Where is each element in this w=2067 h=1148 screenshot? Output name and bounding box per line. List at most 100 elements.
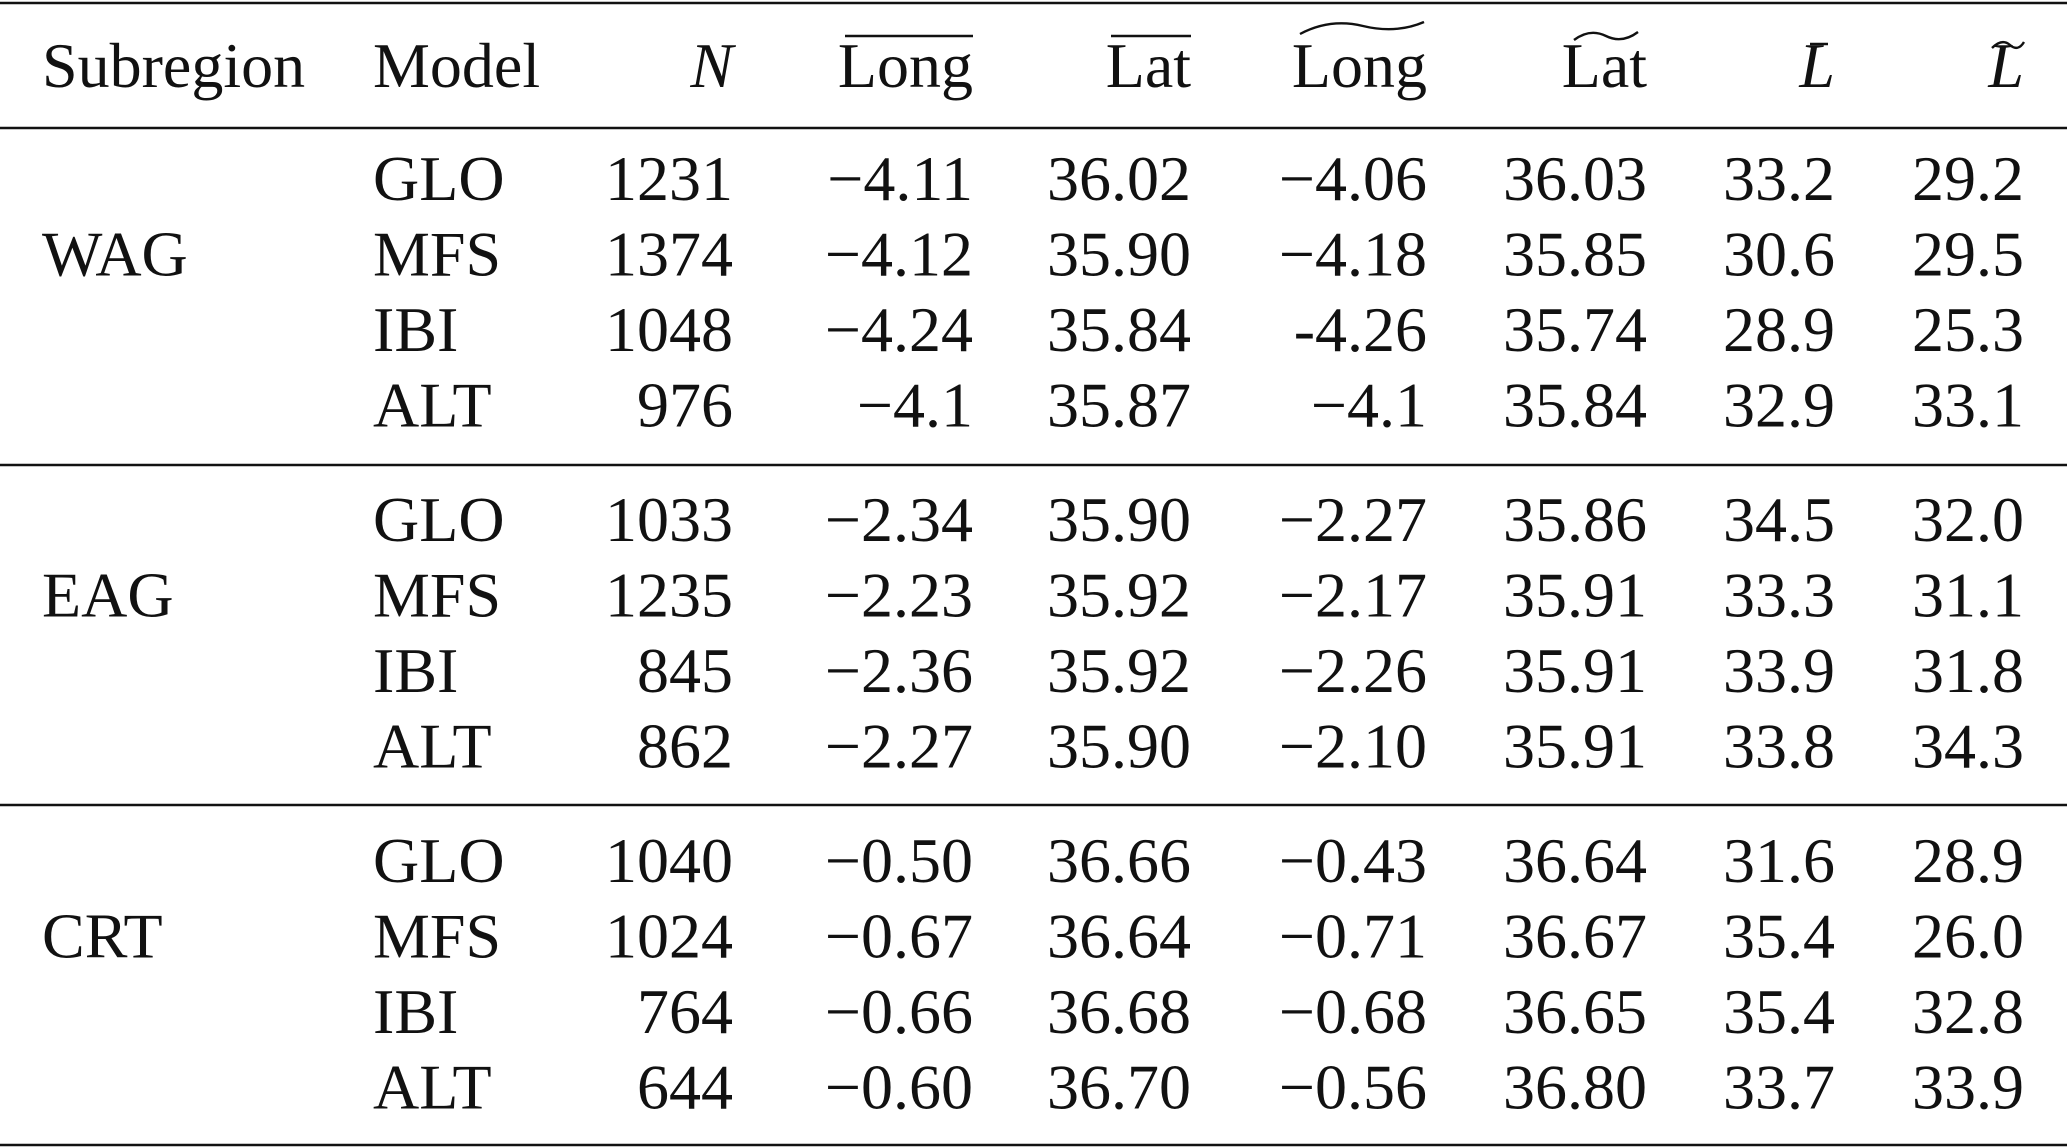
model-cell: ALT bbox=[373, 711, 492, 782]
value-cell: 32.8 bbox=[1912, 976, 2024, 1047]
subregion-label: CRT bbox=[42, 901, 163, 972]
value-cell: 764 bbox=[637, 976, 733, 1047]
value-cell: 1374 bbox=[605, 219, 733, 290]
value-cell: 36.66 bbox=[1047, 825, 1191, 896]
value-cell: 35.91 bbox=[1503, 711, 1647, 782]
value-cell: 1235 bbox=[605, 560, 733, 631]
value-cell: 28.9 bbox=[1723, 294, 1835, 365]
value-cell: 35.84 bbox=[1503, 370, 1647, 441]
value-cell: 25.3 bbox=[1912, 294, 2024, 365]
value-cell: 35.90 bbox=[1047, 484, 1191, 555]
value-cell: 32.9 bbox=[1723, 370, 1835, 441]
value-cell: 30.6 bbox=[1723, 219, 1835, 290]
value-cell: 36.02 bbox=[1047, 143, 1191, 214]
value-cell: 1024 bbox=[605, 901, 733, 972]
value-cell: 35.86 bbox=[1503, 484, 1647, 555]
value-cell: 32.0 bbox=[1912, 484, 2024, 555]
value-cell: 36.65 bbox=[1503, 976, 1647, 1047]
value-cell: 36.03 bbox=[1503, 143, 1647, 214]
value-cell: −4.11 bbox=[827, 143, 973, 214]
value-cell: 976 bbox=[637, 370, 733, 441]
value-cell: 35.92 bbox=[1047, 560, 1191, 631]
value-cell: −4.06 bbox=[1279, 143, 1427, 214]
model-cell: MFS bbox=[373, 901, 501, 972]
model-cell: ALT bbox=[373, 370, 492, 441]
tilde bbox=[1573, 31, 1639, 41]
model-cell: MFS bbox=[373, 219, 501, 290]
value-cell: −0.68 bbox=[1279, 976, 1427, 1047]
value-cell: 35.4 bbox=[1723, 901, 1835, 972]
value-cell: 644 bbox=[637, 1052, 733, 1123]
value-cell: −4.18 bbox=[1279, 219, 1427, 290]
model-cell: MFS bbox=[373, 560, 501, 631]
value-cell: 1040 bbox=[605, 825, 733, 896]
value-cell: 1048 bbox=[605, 294, 733, 365]
value-cell: 862 bbox=[637, 711, 733, 782]
value-cell: 31.6 bbox=[1723, 825, 1835, 896]
value-cell: -4.26 bbox=[1294, 294, 1427, 365]
value-cell: −2.23 bbox=[825, 560, 973, 631]
value-cell: 35.92 bbox=[1047, 635, 1191, 706]
value-cell: 33.9 bbox=[1723, 635, 1835, 706]
value-cell: −0.60 bbox=[825, 1052, 973, 1123]
value-cell: 33.2 bbox=[1723, 143, 1835, 214]
value-cell: 845 bbox=[637, 635, 733, 706]
tilde bbox=[1299, 20, 1425, 36]
value-cell: −0.71 bbox=[1279, 901, 1427, 972]
value-cell: 36.70 bbox=[1047, 1052, 1191, 1123]
column-header: Lat bbox=[1562, 30, 1648, 101]
value-cell: −2.34 bbox=[825, 484, 973, 555]
model-cell: ALT bbox=[373, 1052, 492, 1123]
value-cell: 31.8 bbox=[1912, 635, 2024, 706]
value-cell: −4.12 bbox=[825, 219, 973, 290]
subregion-label: EAG bbox=[42, 560, 174, 631]
value-cell: 33.1 bbox=[1912, 370, 2024, 441]
value-cell: 35.84 bbox=[1047, 294, 1191, 365]
model-cell: GLO bbox=[373, 143, 505, 214]
value-cell: 33.9 bbox=[1912, 1052, 2024, 1123]
value-cell: −4.1 bbox=[857, 370, 973, 441]
value-cell: 35.91 bbox=[1503, 635, 1647, 706]
value-cell: −0.43 bbox=[1279, 825, 1427, 896]
value-cell: 31.1 bbox=[1912, 560, 2024, 631]
model-cell: GLO bbox=[373, 825, 505, 896]
value-cell: 33.3 bbox=[1723, 560, 1835, 631]
subregion-label: WAG bbox=[42, 219, 188, 290]
value-cell: 35.4 bbox=[1723, 976, 1835, 1047]
column-header: Subregion bbox=[42, 30, 305, 101]
value-cell: −0.67 bbox=[825, 901, 973, 972]
value-cell: 33.8 bbox=[1723, 711, 1835, 782]
value-cell: −2.36 bbox=[825, 635, 973, 706]
value-cell: −0.66 bbox=[825, 976, 973, 1047]
value-cell: 36.64 bbox=[1503, 825, 1647, 896]
value-cell: 36.80 bbox=[1503, 1052, 1647, 1123]
value-cell: −4.1 bbox=[1311, 370, 1427, 441]
value-cell: −4.24 bbox=[825, 294, 973, 365]
column-header: Long bbox=[1292, 30, 1427, 101]
value-cell: 36.64 bbox=[1047, 901, 1191, 972]
value-cell: −2.27 bbox=[825, 711, 973, 782]
column-header: Long bbox=[838, 30, 973, 101]
column-header: N bbox=[689, 30, 736, 101]
value-cell: 35.90 bbox=[1047, 219, 1191, 290]
value-cell: 35.87 bbox=[1047, 370, 1191, 441]
value-cell: 35.91 bbox=[1503, 560, 1647, 631]
value-cell: 36.67 bbox=[1503, 901, 1647, 972]
value-cell: 36.68 bbox=[1047, 976, 1191, 1047]
model-cell: IBI bbox=[373, 635, 458, 706]
value-cell: 35.74 bbox=[1503, 294, 1647, 365]
value-cell: −0.50 bbox=[825, 825, 973, 896]
value-cell: 29.2 bbox=[1912, 143, 2024, 214]
value-cell: 35.90 bbox=[1047, 711, 1191, 782]
model-cell: IBI bbox=[373, 976, 458, 1047]
model-cell: IBI bbox=[373, 294, 458, 365]
value-cell: 29.5 bbox=[1912, 219, 2024, 290]
column-header: L bbox=[1798, 30, 1835, 101]
model-cell: GLO bbox=[373, 484, 505, 555]
value-cell: 1231 bbox=[605, 143, 733, 214]
value-cell: −2.26 bbox=[1279, 635, 1427, 706]
value-cell: −2.17 bbox=[1279, 560, 1427, 631]
value-cell: 35.85 bbox=[1503, 219, 1647, 290]
column-header: Lat bbox=[1106, 30, 1192, 101]
